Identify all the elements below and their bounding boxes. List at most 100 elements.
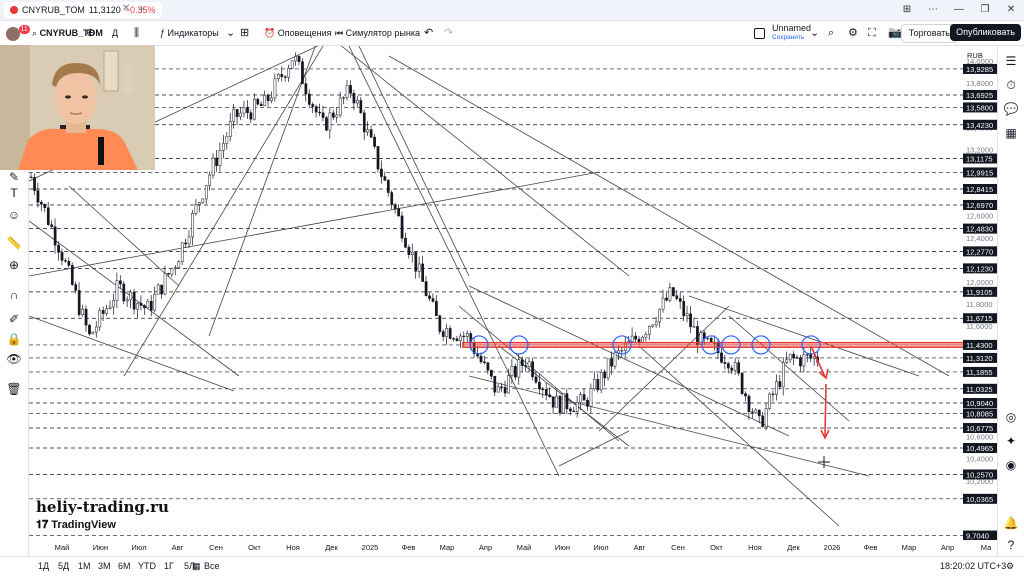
time-tick-label: Дек	[787, 543, 800, 552]
time-scale[interactable]: Май Июн Июл Авг Сен Окт Ноя Дек 2025 Фев Мар Апр Май…	[29, 540, 997, 554]
zoom-in-icon[interactable]: ⊕	[8, 258, 20, 272]
layout-menu[interactable]	[754, 25, 765, 41]
time-tick-label: Май	[517, 543, 532, 552]
range-button[interactable]: 1Г	[164, 561, 174, 571]
candle-body	[479, 355, 483, 363]
date-range-calendar-icon[interactable]: ▦	[192, 561, 201, 571]
candle-body	[751, 411, 754, 413]
candle-body	[386, 180, 390, 193]
candle-body	[641, 336, 644, 343]
range-button[interactable]: Все	[204, 561, 220, 571]
fullscreen-icon[interactable]: ⛶	[868, 27, 876, 39]
candle-body	[191, 212, 194, 238]
candle-body	[727, 363, 730, 369]
settings-icon[interactable]: ⚙	[1006, 561, 1015, 571]
range-button[interactable]: 5Л	[184, 561, 195, 571]
alerts-button[interactable]: ⏰ Оповещения	[264, 25, 331, 41]
candle-body	[771, 393, 775, 396]
restore-icon[interactable]: ❐	[980, 4, 990, 15]
range-button[interactable]: 6М	[118, 561, 131, 571]
candle-body	[218, 150, 222, 167]
forecast-arrow-long	[824, 383, 827, 437]
chat-icon[interactable]: 💬	[1003, 102, 1019, 116]
range-button[interactable]: 3М	[98, 561, 111, 571]
emoji-icon[interactable]: ☺	[7, 208, 21, 222]
close-tab-icon[interactable]: ✕	[122, 3, 131, 14]
candle-body	[156, 284, 160, 295]
candle-body	[809, 354, 813, 359]
notifications-bell-icon[interactable]: 🔔	[1003, 516, 1019, 530]
indicators-button[interactable]: ƒ Индикаторы	[160, 25, 219, 41]
candle-body	[754, 409, 758, 413]
candle-body	[98, 310, 102, 328]
trade-button[interactable]: Торговать	[900, 24, 958, 43]
chart-type-icon[interactable]: ⫼	[134, 27, 140, 39]
camera-icon[interactable]: 📷	[888, 27, 902, 39]
tradingview-logo-text: TradingView	[51, 519, 116, 531]
candle-body	[280, 74, 284, 77]
target-icon[interactable]: ◎	[1005, 410, 1017, 424]
alerts-clock-icon[interactable]: ⏱	[1006, 78, 1016, 92]
price-level-label: 10,8085	[966, 410, 993, 419]
idea-icon[interactable]: ✦	[1005, 434, 1017, 448]
chevron-down-icon[interactable]: ⌄	[226, 27, 236, 39]
candle-body	[208, 174, 212, 186]
dots-menu-icon[interactable]: ⋯	[928, 4, 938, 15]
new-tab-icon[interactable]: +	[138, 2, 146, 16]
calendar-icon[interactable]: ▦	[1005, 126, 1017, 140]
candle-body	[414, 251, 418, 272]
forecast-arrowhead-long	[820, 429, 830, 440]
candle-body	[768, 393, 771, 409]
candle-body	[36, 190, 40, 203]
undo-icon[interactable]: ↶	[424, 27, 434, 39]
settings-gear-icon[interactable]: ⚙	[848, 27, 858, 39]
trend-line	[468, 285, 790, 437]
replay-button[interactable]: ⏮ Симулятор рынка	[335, 25, 420, 41]
redo-icon[interactable]: ↷	[444, 27, 454, 39]
candle-body	[345, 85, 349, 98]
price-level-tag	[963, 246, 997, 257]
snapshot-window-icon[interactable]: ⊞	[902, 4, 912, 15]
price-chart[interactable]	[29, 46, 969, 554]
quick-search-icon[interactable]: ⌕	[828, 27, 835, 39]
trash-icon[interactable]: 🗑	[6, 382, 22, 396]
candle-body	[180, 242, 184, 262]
magnet-icon[interactable]: ∩	[9, 288, 19, 302]
range-button[interactable]: 5Д	[58, 561, 70, 571]
top-toolbar: 11 ⌕ CNYRUB_TOM ⊕ Д ⫼ ƒ Индикаторы ⌄ ⊞ ⏰…	[0, 21, 1024, 46]
range-button[interactable]: YTD	[138, 561, 156, 571]
candle-body	[95, 326, 98, 333]
candle-body	[514, 366, 517, 378]
price-scale[interactable]: RUB14,000013,800013,400013,200012,600012…	[963, 46, 997, 541]
ruler-icon[interactable]: 📏	[6, 236, 22, 250]
candle-body	[139, 302, 143, 306]
range-button[interactable]: 1Д	[38, 561, 50, 571]
publish-button[interactable]: Опубликовать	[950, 24, 1021, 41]
candle-body	[81, 308, 84, 315]
time-tick-label: Ноя	[286, 543, 300, 552]
eye-icon[interactable]: 👁	[6, 352, 22, 366]
help-icon[interactable]: ?	[1007, 538, 1015, 552]
text-tool-icon[interactable]: T	[10, 186, 18, 200]
range-button[interactable]: 1М	[78, 561, 91, 571]
lock-icon[interactable]: 🔒	[6, 332, 22, 346]
symbol-search[interactable]: ⌕ CNYRUB_TOM	[32, 25, 103, 41]
watchlist-icon[interactable]: ☰	[1005, 54, 1017, 68]
lock-drawings-icon[interactable]: ✐	[8, 312, 20, 326]
chart-tab[interactable]: CNYRUB_TOM 11,3120 −0.35%	[4, 2, 162, 18]
candle-body	[239, 112, 242, 117]
broadcast-icon[interactable]: ◉	[1005, 458, 1017, 472]
minimize-icon[interactable]: —	[954, 4, 964, 15]
chevron-down-icon-2[interactable]: ⌄	[810, 27, 820, 39]
avatar[interactable]: 11	[6, 25, 30, 41]
price-level-tag	[963, 352, 997, 363]
close-window-icon[interactable]: ✕	[1006, 4, 1016, 15]
brush-icon[interactable]: ✎	[8, 170, 20, 184]
price-level-label: 10,2570	[966, 470, 993, 479]
layouts-grid-icon[interactable]: ⊞	[240, 27, 250, 39]
interval-button[interactable]: Д	[112, 28, 119, 38]
watermark-site: heliy-trading.ru	[36, 498, 169, 516]
right-sidebar: ☰ ⏱ 💬 ▦ ◎ ✦ ◉ 🔔 ?	[997, 46, 1024, 556]
compare-add-icon[interactable]: ⊕	[86, 27, 96, 39]
layout-name-block[interactable]: Unnamed Сохранить	[772, 23, 811, 41]
